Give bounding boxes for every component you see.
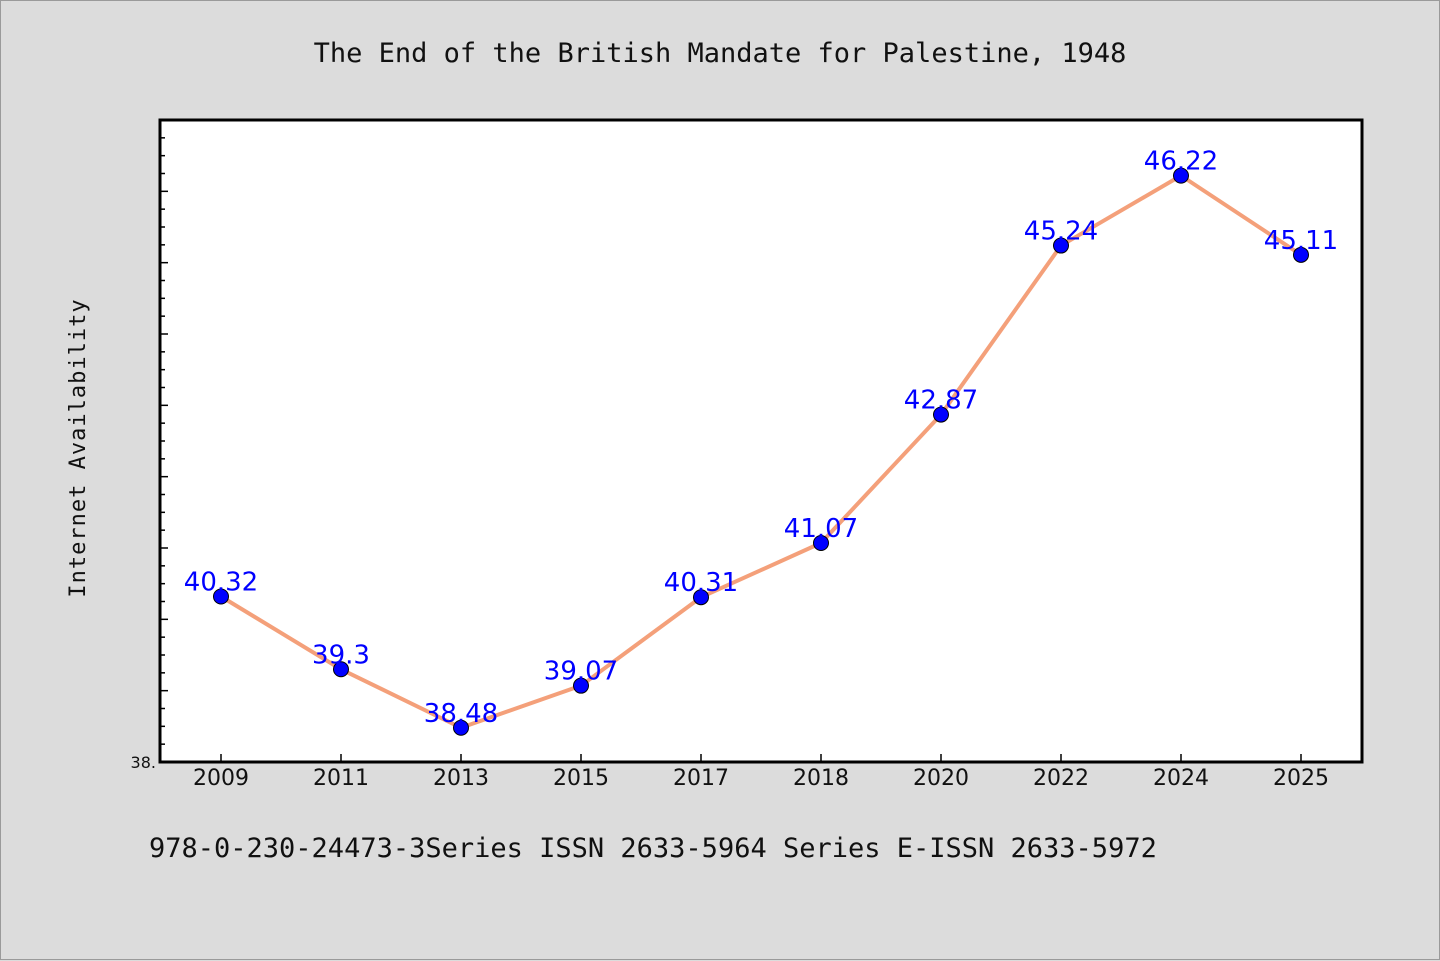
- data-label: 41.07: [784, 514, 858, 544]
- x-tick-label: 2017: [673, 766, 729, 791]
- x-tick-label: 2022: [1033, 766, 1089, 791]
- x-tick-label: 2009: [193, 766, 249, 791]
- x-tick-label: 2011: [313, 766, 369, 791]
- chart-title: The End of the British Mandate for Pales…: [314, 38, 1127, 69]
- y-tick-label: 38.: [131, 753, 156, 772]
- series-line: [219, 173, 1303, 730]
- data-label: 46.22: [1144, 147, 1218, 177]
- data-label: 39.3: [312, 640, 370, 670]
- data-point: [1173, 167, 1189, 184]
- data-label: 40.32: [184, 568, 258, 598]
- data-point: [693, 589, 709, 606]
- data-label: 39.07: [544, 657, 618, 687]
- x-tick-label: 2015: [553, 766, 609, 791]
- y-axis-label: Internet Availability: [66, 298, 91, 597]
- data-point: [1293, 246, 1309, 263]
- x-tick-label: 2013: [433, 766, 489, 791]
- data-labels: 40.32 39.3 38.48 39.07 40.31 41.07 42.87 45.24 4…: [184, 147, 1338, 729]
- x-axis-ticks: 2009 2011 2013 2015 2017 2018 2020 2022 2024 2025: [193, 754, 1329, 791]
- series-lines: [219, 173, 1303, 730]
- y-axis-ticks: 38.: [131, 137, 168, 772]
- data-label: 45.24: [1024, 217, 1098, 247]
- data-markers: [213, 167, 1309, 736]
- data-point: [933, 406, 949, 423]
- x-tick-label: 2024: [1153, 766, 1209, 791]
- data-label: 38.48: [424, 699, 498, 729]
- data-point: [453, 719, 469, 736]
- x-tick-label: 2020: [913, 766, 969, 791]
- data-point: [813, 535, 829, 552]
- data-point: [213, 588, 229, 605]
- data-label: 42.87: [904, 386, 978, 416]
- data-point: [573, 677, 589, 694]
- data-point: [1053, 237, 1069, 254]
- x-tick-label: 2025: [1273, 766, 1329, 791]
- x-tick-label: 2018: [793, 766, 849, 791]
- data-label: 45.11: [1264, 226, 1338, 256]
- data-point: [333, 661, 349, 678]
- plot-area: [158, 118, 1364, 764]
- footer-isbn-issn-text: 978-0-230-24473-3Series ISSN 2633-5964 S…: [149, 833, 1157, 864]
- data-label: 40.31: [664, 568, 738, 598]
